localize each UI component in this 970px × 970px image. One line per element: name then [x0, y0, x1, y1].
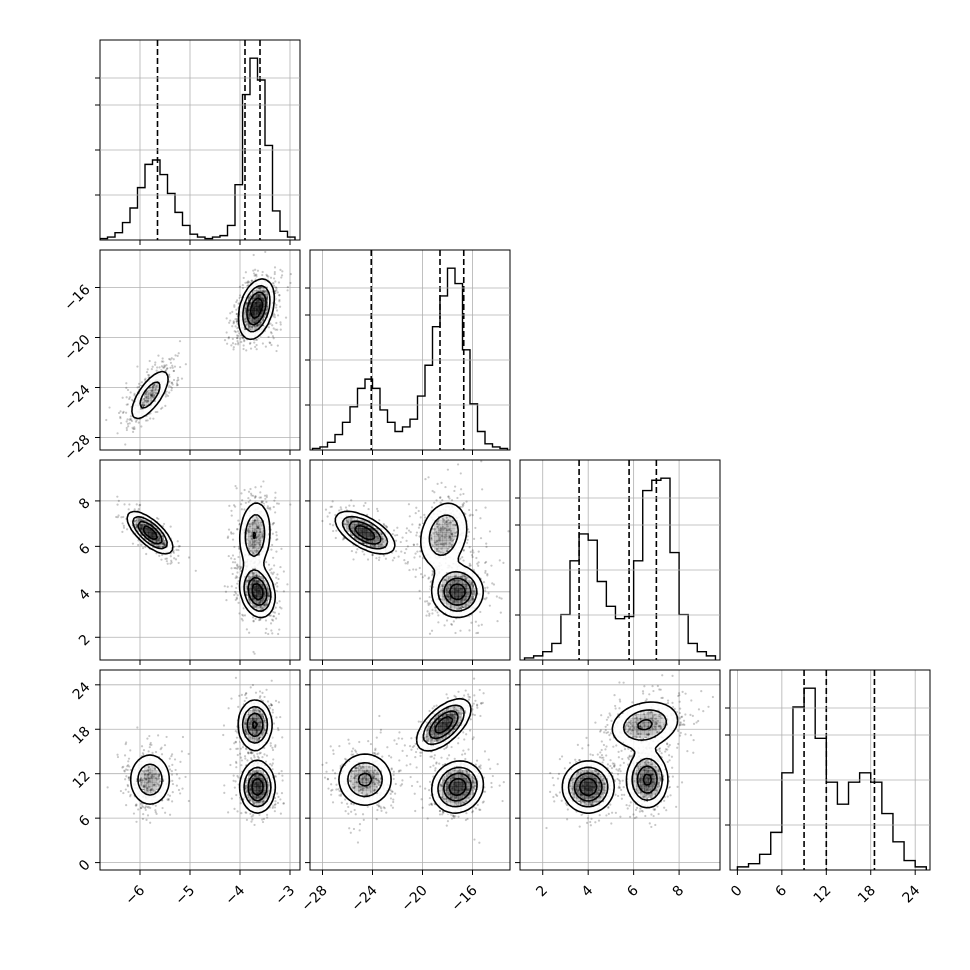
x-tick-label: 4 [579, 883, 597, 901]
x-tick-label: −3 [272, 883, 298, 909]
y-tick-label: −28 [61, 432, 93, 464]
x-tick-label: 0 [728, 883, 746, 901]
y-tick-label: 12 [70, 768, 94, 792]
y-tick-label: 2 [76, 632, 94, 650]
panel-3-2 [515, 669, 721, 875]
density-shading [564, 702, 677, 815]
grid [322, 250, 473, 450]
y-tick-label: 4 [76, 586, 94, 604]
grid [310, 670, 510, 870]
panel-3-3 [725, 669, 931, 875]
grid [139, 40, 291, 240]
density-contours [338, 697, 485, 814]
x-tick-label: 6 [772, 883, 790, 901]
density-contours [129, 699, 277, 814]
x-tick-label: 2 [533, 883, 551, 901]
x-tick-label: −20 [399, 883, 431, 915]
x-tick-label: 6 [624, 883, 642, 901]
y-tick-label: 18 [70, 724, 94, 748]
y-tick-label: −24 [61, 382, 93, 414]
panel-3-1 [305, 669, 511, 875]
x-tick-label: 24 [900, 883, 924, 907]
density-contours [131, 278, 276, 420]
panel-frame [729, 669, 931, 871]
grid [100, 460, 300, 660]
panel-2-2 [515, 459, 721, 665]
x-tick-label: −16 [449, 883, 481, 915]
histogram-1 [311, 267, 509, 450]
histogram-0 [100, 57, 296, 240]
panel-3-0 [95, 669, 301, 875]
panel-frame [519, 669, 721, 871]
density-contours [561, 701, 679, 814]
panel-2-1 [305, 459, 511, 665]
y-tick-label: −16 [61, 282, 93, 314]
x-tick-label: 8 [670, 883, 688, 901]
y-tick-label: 24 [70, 679, 94, 703]
histogram-2 [523, 477, 717, 660]
panel-frame [99, 39, 301, 241]
panel-1-0 [95, 249, 301, 455]
grid [310, 460, 510, 660]
grid [100, 670, 300, 870]
density-shading [132, 698, 277, 815]
panel-frame [519, 459, 721, 661]
y-tick-label: 0 [76, 857, 94, 875]
histogram-3 [736, 687, 927, 870]
density-contours [126, 502, 277, 619]
density-shading [132, 278, 277, 419]
scatter-points [321, 460, 510, 635]
grid [542, 460, 680, 660]
panel-0-0 [95, 39, 301, 245]
panel-frame [309, 459, 511, 661]
panel-frame [99, 459, 301, 661]
panel-2-0 [95, 459, 301, 665]
x-tick-label: 12 [811, 883, 835, 907]
panel-frame [309, 249, 511, 451]
panel-frame [309, 669, 511, 871]
y-tick-label: 6 [76, 541, 94, 559]
density-contours [334, 502, 484, 619]
x-tick-label: −6 [122, 883, 148, 909]
y-tick-label: −20 [61, 332, 93, 364]
panel-1-1 [305, 249, 511, 455]
x-tick-label: −5 [172, 883, 198, 909]
y-tick-label: 8 [76, 495, 94, 513]
y-tick-label: 6 [76, 812, 94, 830]
panel-frame [99, 249, 301, 451]
x-tick-label: 18 [855, 883, 879, 907]
x-tick-label: −4 [222, 883, 248, 909]
density-shading [338, 698, 483, 815]
panel-frame [99, 669, 301, 871]
x-tick-label: −28 [299, 883, 331, 915]
x-tick-label: −24 [349, 883, 381, 915]
